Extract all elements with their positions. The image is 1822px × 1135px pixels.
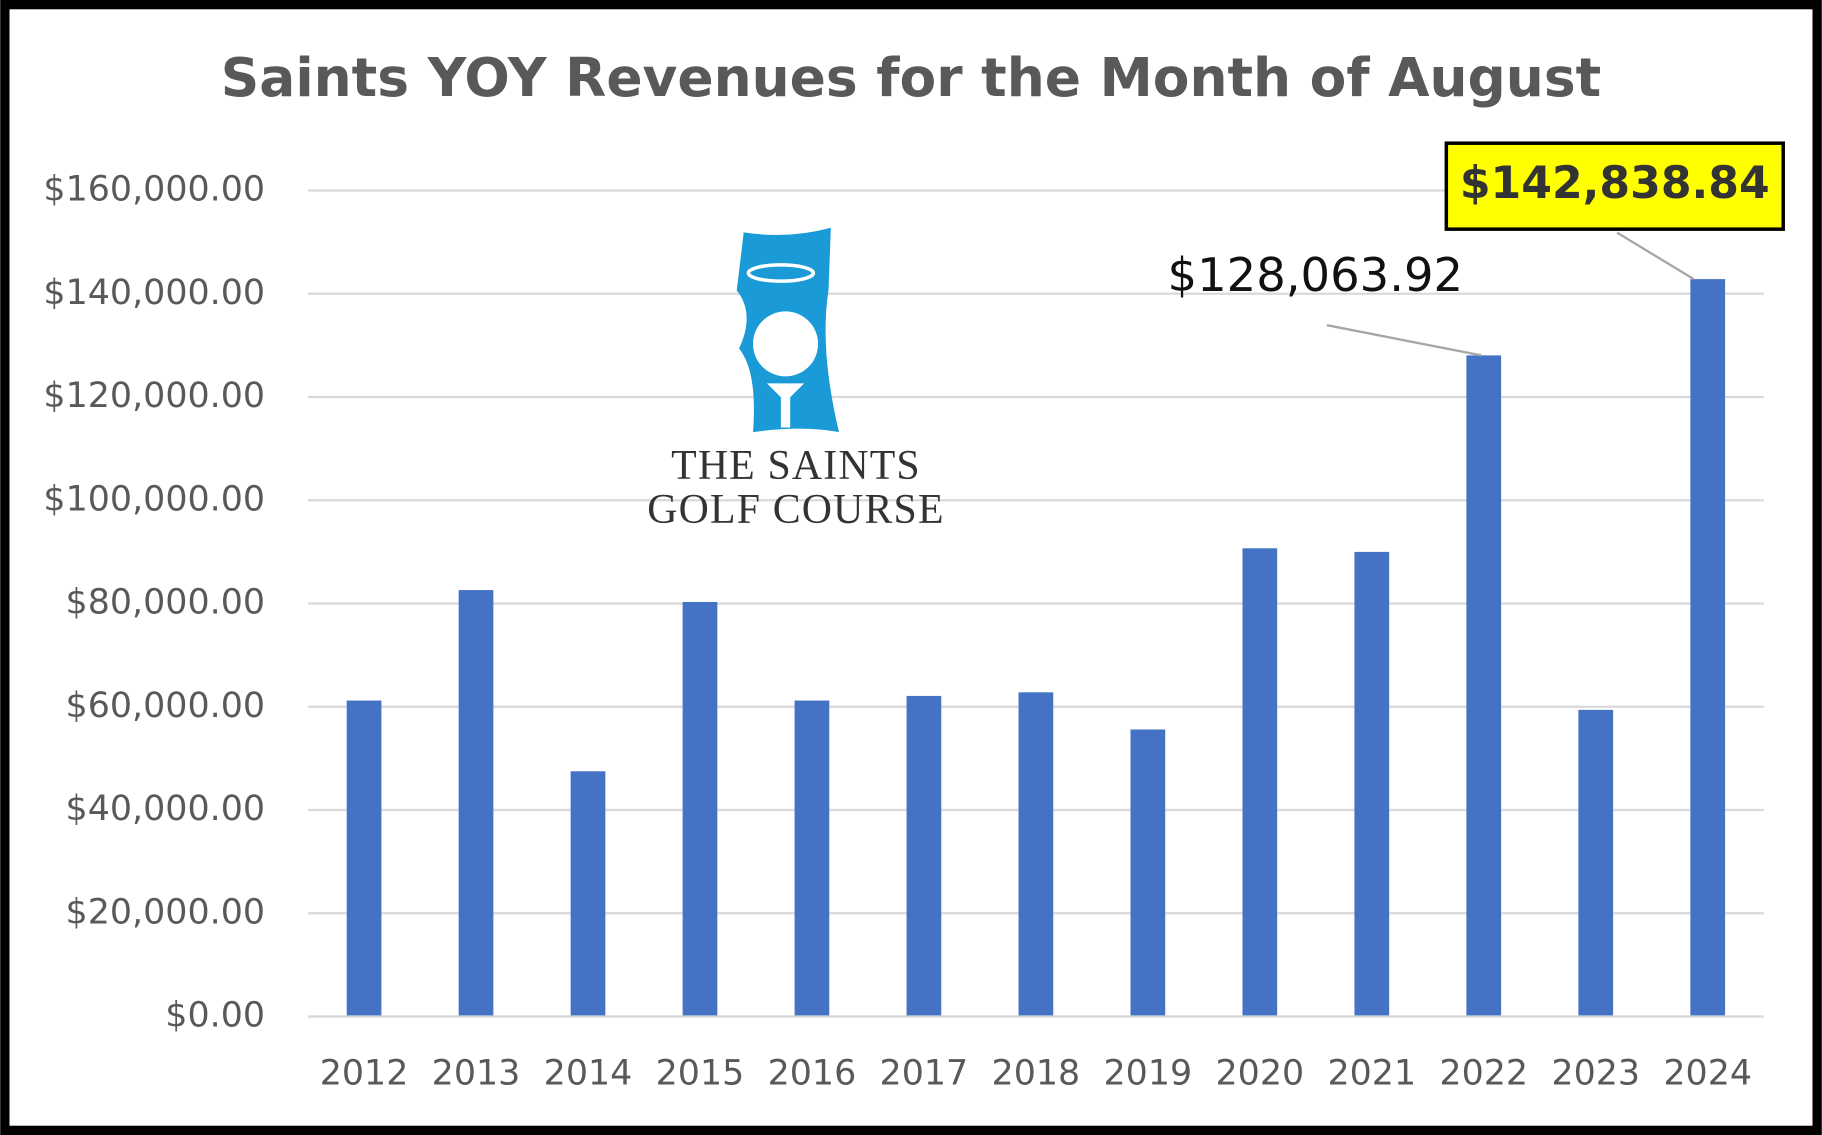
bar (794, 700, 830, 1017)
x-tick-label: 2016 (768, 1054, 857, 1094)
x-tick-label: 2015 (656, 1054, 745, 1094)
bar (906, 695, 942, 1017)
y-tick-label: $140,000.00 (43, 273, 265, 313)
bar (1354, 551, 1390, 1017)
chart-title: Saints YOY Revenues for the Month of Aug… (221, 46, 1601, 109)
logo-halo (746, 263, 816, 283)
x-tick-label: 2020 (1215, 1054, 1304, 1094)
y-tick-label: $80,000.00 (66, 583, 266, 623)
logo-ball (753, 311, 819, 377)
x-tick-label: 2019 (1104, 1054, 1193, 1094)
bar (1018, 692, 1054, 1017)
logo: THE SAINTS GOLF COURSE (647, 227, 944, 533)
y-tick-label: $100,000.00 (43, 479, 265, 519)
logo-text: GOLF COURSE (647, 487, 944, 533)
x-tick-label: 2013 (432, 1054, 521, 1094)
x-tick-label: 2022 (1439, 1054, 1528, 1094)
y-tick-label: $0.00 (165, 996, 265, 1036)
x-tick-label: 2014 (544, 1054, 633, 1094)
label-box (1444, 141, 1785, 231)
x-tick-label: 2018 (992, 1054, 1081, 1094)
bar (682, 601, 718, 1017)
x-tick-label: 2024 (1663, 1054, 1752, 1094)
x-tick-label: 2017 (880, 1054, 969, 1094)
bar (1690, 279, 1726, 1017)
bar (458, 590, 494, 1017)
bar (1242, 548, 1278, 1017)
bar (1130, 729, 1166, 1017)
y-tick-label: $160,000.00 (43, 170, 265, 210)
y-tick-label: $40,000.00 (66, 789, 266, 829)
bar (346, 700, 382, 1017)
data-label: $142,838.84 (1460, 158, 1770, 209)
x-tick-label: 2021 (1327, 1054, 1416, 1094)
logo-text: THE SAINTS (671, 443, 921, 489)
bar (1466, 355, 1502, 1017)
y-tick-label: $60,000.00 (66, 686, 266, 726)
logo-tee (766, 383, 805, 428)
data-label: $128,063.92 (1168, 248, 1464, 302)
bar (570, 771, 606, 1017)
x-tick-label: 2023 (1551, 1054, 1640, 1094)
bar (1578, 709, 1614, 1017)
y-tick-label: $120,000.00 (43, 376, 265, 416)
x-tick-label: 2012 (320, 1054, 409, 1094)
y-tick-label: $20,000.00 (66, 892, 266, 932)
leader-line (1326, 324, 1482, 357)
leader-line (1616, 231, 1695, 281)
